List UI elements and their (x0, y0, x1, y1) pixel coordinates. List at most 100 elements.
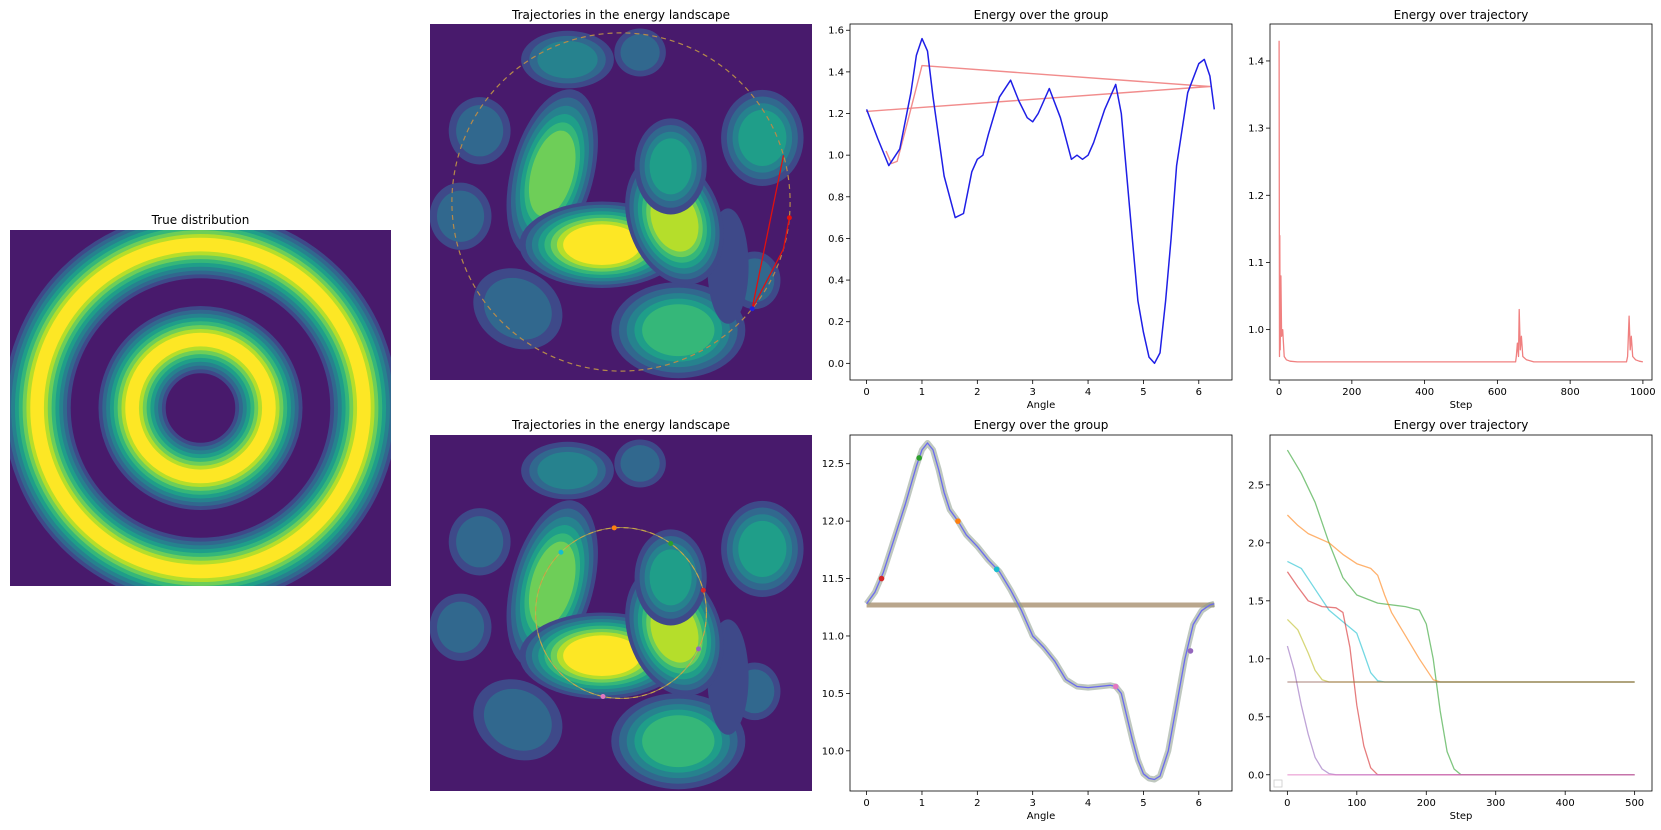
marker-2 (955, 518, 961, 524)
y-tick-label: 1.2 (828, 109, 844, 120)
x-tick-label: 1 (919, 387, 925, 398)
x-tick-label: 800 (1561, 387, 1580, 398)
y-tick-label: 0.0 (1248, 770, 1264, 781)
y-tick-label: 1.0 (1248, 325, 1264, 336)
y-tick-label: 1.4 (1248, 56, 1264, 67)
start-marker-3 (558, 549, 564, 555)
landscape-blob-10-level-9 (563, 224, 641, 266)
y-tick-label: 2.5 (1248, 480, 1264, 491)
y-tick-label: 11.0 (822, 631, 844, 642)
group-bottom-plot: 0 1 2 3 4 5 6 10.0 10.5 11.0 11.5 12.0 12.5 (822, 434, 1233, 809)
y-tick-label: 10.5 (822, 689, 844, 700)
title-landscape-bottom: Trajectories in the energy landscape (511, 418, 730, 432)
y-tick-label: 0.6 (828, 234, 844, 245)
x-tick-label: 3 (1030, 387, 1036, 398)
landscape-blob-0-level-4 (537, 451, 598, 490)
landscape-blob-3-level-3 (436, 601, 485, 653)
y-tick-label: 0.4 (828, 276, 844, 287)
series-energy (866, 442, 1215, 781)
xlabel-trajectory-bottom: Step (1450, 811, 1473, 822)
plot-frame (1269, 23, 1653, 381)
series-energy (1278, 40, 1644, 363)
start-marker-1 (668, 541, 674, 547)
y-tick-label: 0.0 (828, 359, 844, 370)
x-tick-label: 0 (1276, 387, 1282, 398)
series-cyan (1287, 560, 1635, 683)
marker-3 (993, 566, 1000, 573)
start-marker-5 (696, 646, 702, 652)
group-orbit-circle (451, 32, 791, 372)
marker-4 (1112, 683, 1119, 690)
landscape-blob-4-level-5 (738, 520, 787, 577)
series-green (1286, 449, 1635, 776)
trajectory-end-marker (749, 306, 755, 312)
y-tick-label: 1.2 (1248, 191, 1264, 202)
plot-frame (1269, 434, 1653, 792)
title-trajectory-top: Energy over trajectory (1394, 8, 1529, 22)
landscape-blob-7-level-6 (642, 304, 715, 357)
series-purple (1286, 645, 1635, 776)
xlabel-group-bottom: Angle (1027, 811, 1055, 822)
trajectory-start-marker (786, 215, 792, 221)
y-tick-label: 1.1 (1248, 258, 1264, 269)
x-tick-label: 1 (919, 798, 925, 809)
trajectory-circle-overlay (535, 527, 707, 699)
landscape-blob-3-level-3 (436, 190, 485, 242)
y-tick-label: 0.5 (1248, 712, 1264, 723)
y-tick-label: 12.0 (822, 517, 844, 528)
start-marker-0 (700, 587, 706, 593)
landscape-bottom-heatmap (430, 435, 812, 791)
x-tick-label: 2 (974, 387, 980, 398)
marker-0 (878, 575, 885, 582)
x-tick-label: 0 (863, 798, 869, 809)
landscape-top-heatmap (430, 24, 812, 380)
title-group-top: Energy over the group (974, 8, 1109, 22)
landscape-blob-10-level-9 (563, 635, 641, 677)
plot-frame (849, 23, 1233, 381)
xlabel-group-top: Angle (1027, 400, 1055, 411)
series-red (1286, 571, 1635, 776)
x-tick-label: 6 (1196, 387, 1202, 398)
x-tick-label: 200 (1342, 387, 1361, 398)
series-orange (1286, 514, 1635, 683)
x-tick-label: 1000 (1630, 387, 1655, 398)
trajectory-bottom-plot: 0 100 200 300 400 500 0.0 0.5 1.0 1.5 2.0 2.5 (1248, 434, 1653, 809)
y-tick-label: 1.0 (828, 151, 844, 162)
title-true-distribution: True distribution (151, 213, 250, 227)
xlabel-trajectory-top: Step (1450, 400, 1473, 411)
title-landscape-top: Trajectories in the energy landscape (511, 8, 730, 22)
group-top-plot: 0 1 2 3 4 5 6 0.0 0.2 0.4 0.6 0.8 1.0 1.2 1.4 1.6 (828, 23, 1233, 398)
x-tick-label: 400 (1556, 798, 1575, 809)
landscape-blob-12-level-5 (649, 549, 692, 606)
true-distribution-heatmap (10, 230, 391, 586)
panel-group-top: Energy over the group 0 1 2 3 4 5 6 0.0 0.2 0.4 0.… (828, 8, 1233, 411)
x-tick-label: 4 (1085, 387, 1091, 398)
y-tick-label: 1.6 (828, 26, 844, 37)
landscape-blob-2-level-3 (456, 105, 504, 157)
panel-true-distribution: True distribution (10, 213, 391, 586)
y-tick-label: 1.0 (1248, 654, 1264, 665)
landscape-blob-1-level-3 (620, 34, 660, 71)
series-trajectory (865, 64, 1211, 165)
y-tick-label: 1.5 (1248, 596, 1264, 607)
x-tick-label: 4 (1085, 798, 1091, 809)
ring-band-0-9 (30, 237, 371, 579)
legend-box (1273, 779, 1283, 788)
x-tick-label: 6 (1196, 798, 1202, 809)
series-olive (1286, 618, 1635, 683)
panel-trajectory-bottom: Energy over trajectory 0 100 200 300 400 5000… (1248, 418, 1653, 822)
trajectory-path-red (751, 155, 791, 310)
panel-group-bottom: Energy over the group 0 1 2 3 4 5 6 10.0 10.5 11.… (822, 418, 1233, 822)
y-tick-label: 0.8 (828, 192, 844, 203)
series-energy-thick (864, 440, 1216, 783)
start-marker-4 (600, 694, 606, 700)
landscape-blob-7-level-6 (642, 715, 715, 768)
y-tick-label: 1.3 (1248, 124, 1264, 135)
x-tick-label: 400 (1415, 387, 1434, 398)
title-trajectory-bottom: Energy over trajectory (1394, 418, 1529, 432)
panel-landscape-top: Trajectories in the energy landscape (430, 8, 812, 380)
landscape-blob-6-level-3 (483, 277, 552, 340)
y-tick-label: 1.4 (828, 67, 844, 78)
y-tick-label: 10.0 (822, 746, 844, 757)
landscape-blob-6-level-3 (483, 688, 552, 751)
